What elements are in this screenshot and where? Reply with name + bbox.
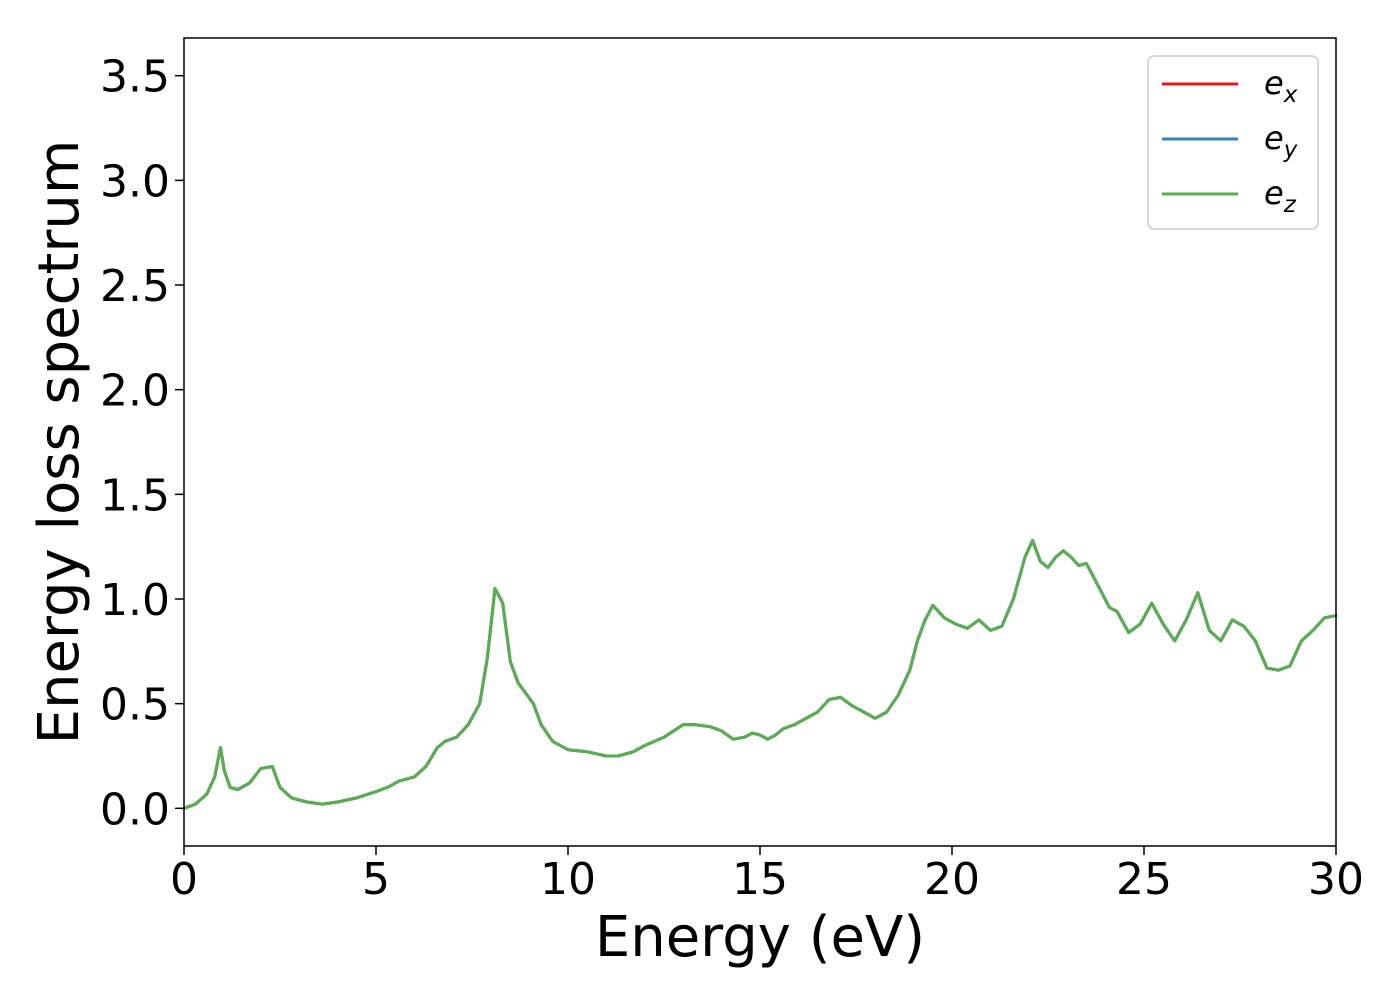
x-axis-title: Energy (eV): [595, 905, 925, 970]
y-tick-label: 3.0: [100, 156, 170, 207]
legend: ex ey ez: [1147, 55, 1319, 230]
y-tick-label: 0.0: [100, 784, 170, 835]
x-axis: 0 5 10 15 20 25 30: [170, 846, 1364, 905]
legend-label-x: ex: [1264, 64, 1298, 108]
x-tick-label: 0: [170, 854, 198, 905]
x-tick-label: 15: [732, 854, 788, 905]
y-tick-label: 3.5: [100, 52, 170, 103]
x-tick-label: 5: [362, 854, 390, 905]
y-tick-label: 1.0: [100, 575, 170, 626]
series-layer: [182, 538, 1338, 810]
x-tick-label: 10: [540, 854, 596, 905]
series-line-z: [182, 538, 1338, 810]
legend-label-y: ey: [1264, 119, 1298, 163]
series-line-x: [182, 538, 1338, 810]
legend-label-z: ez: [1264, 174, 1297, 218]
y-tick-label: 1.5: [100, 470, 170, 521]
y-tick-label: 2.5: [100, 261, 170, 312]
y-axis-title: Energy loss spectrum: [27, 140, 92, 745]
y-axis: 0.0 0.5 1.0 1.5 2.0 2.5 3.0 3.5: [100, 52, 184, 835]
legend-box: [1147, 55, 1319, 230]
x-tick-label: 30: [1308, 854, 1364, 905]
y-tick-label: 2.0: [100, 366, 170, 417]
series-line-y: [182, 538, 1338, 810]
x-tick-label: 20: [924, 854, 980, 905]
y-tick-label: 0.5: [100, 680, 170, 731]
x-tick-label: 25: [1116, 854, 1172, 905]
